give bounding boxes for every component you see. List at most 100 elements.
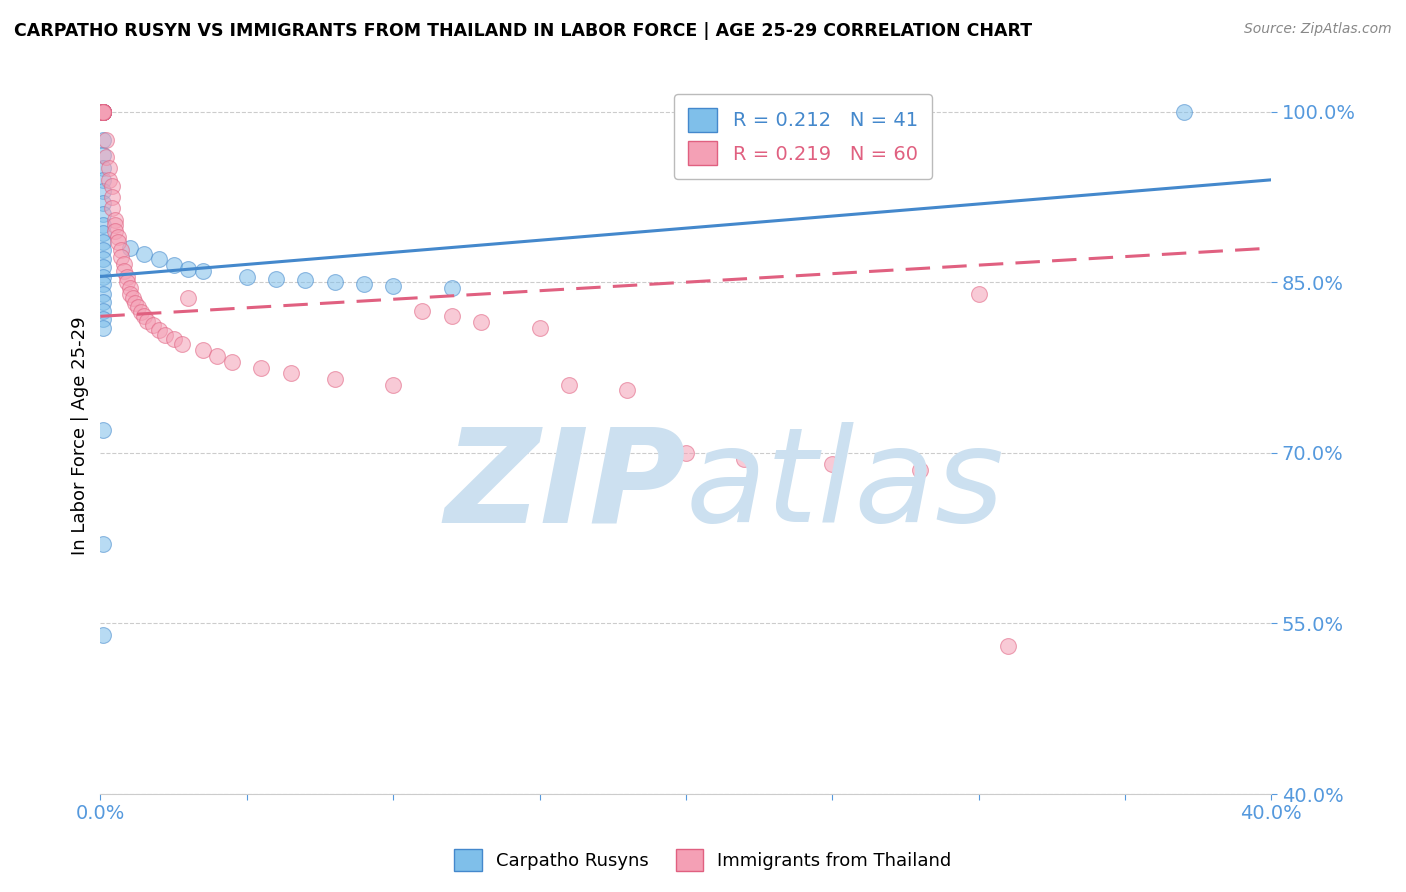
Point xyxy=(91,244,114,258)
Point xyxy=(558,377,581,392)
Point xyxy=(104,212,127,227)
Legend: Carpatho Rusyns, Immigrants from Thailand: Carpatho Rusyns, Immigrants from Thailan… xyxy=(447,842,959,879)
Point xyxy=(207,349,229,363)
Point xyxy=(91,104,114,119)
Point xyxy=(235,269,257,284)
Legend: R = 0.212   N = 41, R = 0.219   N = 60: R = 0.212 N = 41, R = 0.219 N = 60 xyxy=(675,95,932,178)
Y-axis label: In Labor Force | Age 25-29: In Labor Force | Age 25-29 xyxy=(72,317,89,555)
Point xyxy=(250,360,273,375)
Point xyxy=(142,318,165,333)
Point xyxy=(115,269,138,284)
Point xyxy=(91,104,114,119)
Point xyxy=(101,201,124,215)
Point xyxy=(280,366,302,380)
Point xyxy=(148,252,170,267)
Point xyxy=(162,258,184,272)
Point xyxy=(1173,104,1195,119)
Point xyxy=(908,463,931,477)
Point xyxy=(148,323,170,337)
Point xyxy=(118,286,141,301)
Point xyxy=(191,264,214,278)
Point xyxy=(91,303,114,318)
Point xyxy=(91,219,114,233)
Point xyxy=(101,190,124,204)
Point xyxy=(91,269,114,284)
Point xyxy=(470,315,492,329)
Point xyxy=(675,446,697,460)
Point xyxy=(91,537,114,551)
Text: Source: ZipAtlas.com: Source: ZipAtlas.com xyxy=(1244,22,1392,37)
Point xyxy=(382,278,405,293)
Point xyxy=(91,104,114,119)
Point xyxy=(91,104,114,119)
Point xyxy=(131,305,153,319)
Point xyxy=(91,311,114,326)
Point xyxy=(440,281,463,295)
Point xyxy=(91,148,114,162)
Point xyxy=(110,244,132,258)
Point xyxy=(124,295,146,310)
Point xyxy=(264,272,287,286)
Point xyxy=(177,291,200,305)
Point xyxy=(382,377,405,392)
Point xyxy=(91,227,114,241)
Point xyxy=(177,261,200,276)
Point xyxy=(353,277,375,292)
Point xyxy=(91,104,114,119)
Point xyxy=(294,273,316,287)
Point xyxy=(616,384,638,398)
Point xyxy=(112,257,135,271)
Point xyxy=(107,229,129,244)
Point xyxy=(136,314,159,328)
Point xyxy=(104,224,127,238)
Point xyxy=(107,235,129,250)
Point xyxy=(91,104,114,119)
Point xyxy=(134,246,156,260)
Point xyxy=(191,343,214,358)
Text: atlas: atlas xyxy=(686,423,1005,549)
Point xyxy=(91,161,114,176)
Point xyxy=(127,300,149,314)
Point xyxy=(91,133,114,147)
Point xyxy=(98,161,121,176)
Point xyxy=(91,286,114,301)
Point xyxy=(91,294,114,309)
Point xyxy=(91,104,114,119)
Point xyxy=(91,104,114,119)
Point xyxy=(91,628,114,642)
Point xyxy=(323,372,346,386)
Point xyxy=(91,104,114,119)
Text: ZIP: ZIP xyxy=(444,423,686,549)
Point xyxy=(91,207,114,221)
Point xyxy=(115,275,138,289)
Point xyxy=(104,219,127,233)
Point xyxy=(733,451,755,466)
Point xyxy=(134,310,156,324)
Text: CARPATHO RUSYN VS IMMIGRANTS FROM THAILAND IN LABOR FORCE | AGE 25-29 CORRELATIO: CARPATHO RUSYN VS IMMIGRANTS FROM THAILA… xyxy=(14,22,1032,40)
Point xyxy=(91,235,114,250)
Point xyxy=(91,320,114,334)
Point xyxy=(112,264,135,278)
Point xyxy=(96,133,118,147)
Point xyxy=(91,104,114,119)
Point xyxy=(91,184,114,198)
Point xyxy=(997,639,1019,653)
Point xyxy=(91,252,114,267)
Point xyxy=(221,355,243,369)
Point xyxy=(529,320,551,334)
Point xyxy=(440,310,463,324)
Point xyxy=(91,423,114,437)
Point xyxy=(967,286,990,301)
Point xyxy=(121,291,143,305)
Point xyxy=(91,104,114,119)
Point xyxy=(98,173,121,187)
Point xyxy=(91,195,114,210)
Point xyxy=(96,150,118,164)
Point xyxy=(91,104,114,119)
Point xyxy=(172,336,194,351)
Point xyxy=(91,173,114,187)
Point xyxy=(162,332,184,346)
Point xyxy=(91,277,114,292)
Point xyxy=(118,281,141,295)
Point xyxy=(110,250,132,264)
